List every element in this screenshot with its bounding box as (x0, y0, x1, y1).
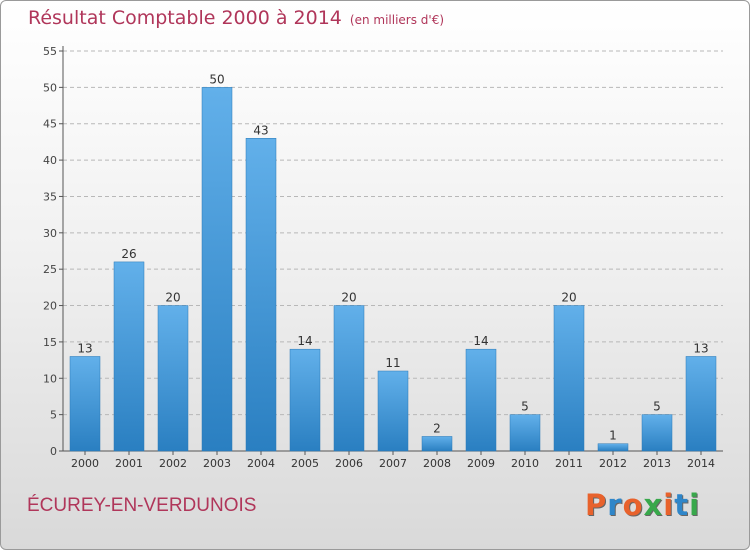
commune-name: ÉCUREY-EN-VERDUNOIS (27, 495, 257, 516)
logo-letter: o (622, 488, 644, 522)
bar-value-label-2011: 20 (561, 291, 576, 305)
bar-2009 (465, 348, 497, 452)
ytick-label-55: 55 (43, 45, 57, 58)
bar-value-label-2008: 2 (433, 421, 441, 435)
bar-2012 (597, 443, 629, 452)
bar-value-label-2003: 50 (209, 72, 224, 86)
bar-value-label-2006: 20 (341, 291, 356, 305)
bar-value-label-2012: 1 (609, 429, 617, 443)
chart-unit: (en milliers d'€) (349, 13, 445, 27)
ytick-label-35: 35 (43, 190, 57, 203)
xtick-label-2001: 2001 (115, 457, 143, 470)
bar-2002 (157, 305, 189, 452)
ytick-label-20: 20 (43, 300, 57, 313)
bar-value-label-2007: 11 (385, 356, 400, 370)
xtick-label-2008: 2008 (423, 457, 451, 470)
bar-value-label-2004: 43 (253, 123, 268, 137)
ytick-label-15: 15 (43, 336, 57, 349)
bar-2004 (245, 138, 277, 452)
bar-value-label-2001: 26 (121, 247, 136, 261)
chart-title-text: Résultat Comptable 2000 à 2014 (28, 7, 342, 29)
ytick-label-10: 10 (43, 372, 57, 385)
bar-value-label-2010: 5 (521, 400, 529, 414)
xtick-label-2013: 2013 (643, 457, 671, 470)
ytick-label-25: 25 (43, 263, 57, 276)
bar-value-label-2014: 13 (693, 341, 708, 355)
logo-letter: i (689, 488, 701, 522)
xtick-label-2002: 2002 (159, 457, 187, 470)
xtick-label-2003: 2003 (203, 457, 231, 470)
xtick-label-2007: 2007 (379, 457, 407, 470)
bar-2014 (685, 356, 717, 452)
bar-2011 (553, 305, 585, 452)
bar-2006 (333, 305, 365, 452)
proxiti-logo[interactable]: Proxiti (585, 488, 700, 522)
bar-2000 (69, 356, 101, 452)
xtick-label-2006: 2006 (335, 457, 363, 470)
bar-2005 (289, 348, 321, 452)
bars (69, 87, 717, 452)
logo-letter: x (643, 488, 664, 522)
bar-labels: 13 26 20 50 43 14 20 11 2 14 5 20 1 5 13 (77, 72, 708, 442)
ytick-label-5: 5 (50, 409, 57, 422)
chart-title: Résultat Comptable 2000 à 2014 (en millie… (28, 7, 444, 29)
ytick-label-45: 45 (43, 118, 57, 131)
bar-value-label-2000: 13 (77, 341, 92, 355)
bar-2007 (377, 370, 409, 452)
xtick-label-2010: 2010 (511, 457, 539, 470)
ytick-label-30: 30 (43, 227, 57, 240)
xtick-label-2000: 2000 (71, 457, 99, 470)
xtick-label-2005: 2005 (291, 457, 319, 470)
logo-letter: t (674, 488, 690, 522)
bar-2003 (201, 87, 233, 452)
bar-value-label-2002: 20 (165, 291, 180, 305)
bar-2001 (113, 261, 145, 452)
ytick-label-0: 0 (50, 445, 57, 458)
xtick-label-2014: 2014 (687, 457, 715, 470)
xtick-label-2004: 2004 (247, 457, 275, 470)
bar-value-label-2005: 14 (297, 334, 312, 348)
bar-value-label-2013: 5 (653, 400, 661, 414)
xtick-label-2009: 2009 (467, 457, 495, 470)
ytick-label-50: 50 (43, 81, 57, 94)
logo-letter: r (607, 488, 623, 522)
xtick-label-2012: 2012 (599, 457, 627, 470)
bar-2010 (509, 414, 541, 452)
xtick-label-2011: 2011 (555, 457, 583, 470)
ytick-label-40: 40 (43, 154, 57, 167)
logo-letter: i (663, 488, 675, 522)
logo-letter: P (585, 488, 608, 522)
bar-2013 (641, 414, 673, 452)
bar-value-label-2009: 14 (473, 334, 488, 348)
bar-2008 (421, 436, 453, 452)
